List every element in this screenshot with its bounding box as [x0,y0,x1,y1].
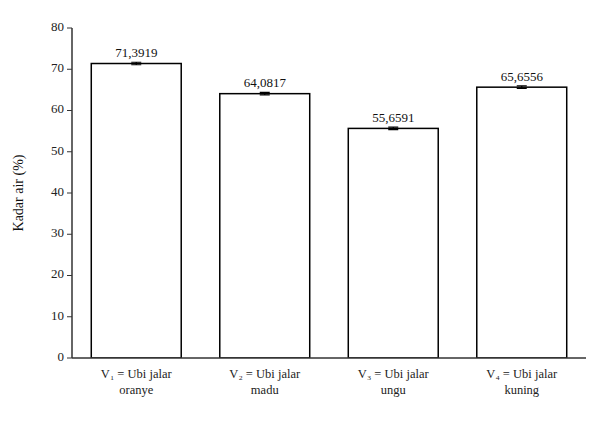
error-bar [260,92,270,94]
y-axis-label: Kadar air (%) [11,154,27,231]
y-tick-label: 30 [51,225,64,240]
error-bar [131,62,141,64]
y-tick-label: 10 [51,308,64,323]
x-tick-label: V₄ = Ubi jalarkuning [486,367,558,397]
y-tick-label: 70 [51,60,64,75]
bar [220,94,310,358]
x-tick-label: V₂ = Ubi jalarmadu [229,367,301,397]
y-tick-label: 50 [51,143,64,158]
bars [91,62,566,358]
y-axis-line [71,28,73,358]
y-tick-label: 40 [51,184,64,199]
x-tick-label: V₁ = Ubi jalaroranye [101,367,173,397]
x-axis-line [72,357,586,359]
y-tick-label: 60 [51,101,64,116]
x-axis: V₁ = Ubi jalaroranye V₂ = Ubi jalarmadu V₃… [101,367,558,397]
x-tick-label: V₃ = Ubi jalarungu [358,367,430,397]
error-bar [388,127,398,129]
bar [91,64,181,358]
data-labels: 71,3919 64,0817 55,6591 65,6556 [115,45,543,125]
chart-container: 0 10 20 30 40 50 60 70 80 71,3919 64,0817 55,6591 65… [0,0,606,424]
y-axis: 0 10 20 30 40 50 60 70 80 [51,19,72,364]
bar [348,128,438,358]
data-label: 71,3919 [115,45,157,60]
data-label: 55,6591 [372,110,414,125]
y-tick-label: 20 [51,266,64,281]
chart: 0 10 20 30 40 50 60 70 80 71,3919 64,0817 55,6591 65… [0,0,606,424]
y-tick-label: 80 [51,19,64,34]
bar [477,87,567,358]
data-label: 64,0817 [244,75,287,90]
data-label: 65,6556 [501,69,544,84]
y-tick-label: 0 [58,349,65,364]
error-bar [517,86,527,88]
